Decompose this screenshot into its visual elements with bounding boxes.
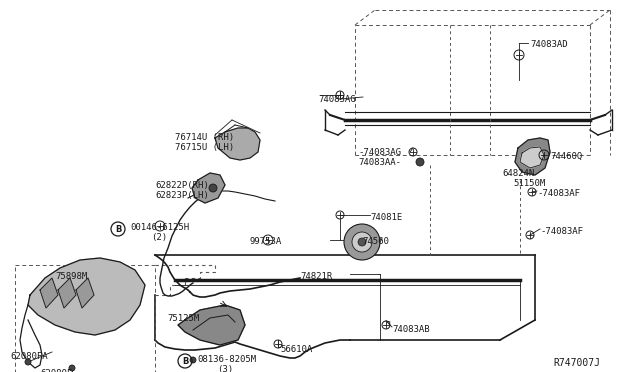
Text: 62823P(LH): 62823P(LH) bbox=[155, 191, 209, 200]
Circle shape bbox=[416, 158, 424, 166]
Polygon shape bbox=[58, 278, 76, 308]
Text: 74560: 74560 bbox=[362, 237, 389, 246]
Text: 74083AA-: 74083AA- bbox=[358, 158, 401, 167]
Circle shape bbox=[25, 359, 31, 365]
Text: 74083AD: 74083AD bbox=[530, 40, 568, 49]
Text: -74083AF: -74083AF bbox=[540, 227, 583, 236]
Circle shape bbox=[352, 232, 372, 252]
Text: 76715U (LH): 76715U (LH) bbox=[175, 143, 234, 152]
Text: 74460Q: 74460Q bbox=[550, 152, 582, 161]
Text: (3): (3) bbox=[217, 365, 233, 372]
Text: 51150M: 51150M bbox=[513, 179, 545, 188]
Text: -74083AG: -74083AG bbox=[358, 148, 401, 157]
Text: 75898M: 75898M bbox=[55, 272, 87, 281]
Text: 74083AG: 74083AG bbox=[318, 95, 356, 104]
Text: -74083AF: -74083AF bbox=[537, 189, 580, 198]
Text: 00146-6125H: 00146-6125H bbox=[130, 223, 189, 232]
Circle shape bbox=[358, 238, 366, 246]
Text: B: B bbox=[182, 356, 188, 366]
Text: 64824N: 64824N bbox=[502, 169, 534, 178]
Polygon shape bbox=[192, 173, 225, 203]
Text: 62080F: 62080F bbox=[40, 369, 72, 372]
Text: 62080FA: 62080FA bbox=[10, 352, 47, 361]
Text: 56610A: 56610A bbox=[280, 345, 312, 354]
Text: (2): (2) bbox=[151, 233, 167, 242]
Polygon shape bbox=[215, 128, 260, 160]
Text: R747007J: R747007J bbox=[553, 358, 600, 368]
Circle shape bbox=[209, 184, 217, 192]
Polygon shape bbox=[40, 278, 58, 308]
Text: 74083AB: 74083AB bbox=[392, 325, 429, 334]
Text: 74081E: 74081E bbox=[370, 213, 403, 222]
Text: 76714U (RH): 76714U (RH) bbox=[175, 133, 234, 142]
Text: 75125M: 75125M bbox=[167, 314, 199, 323]
Text: 08136-8205M: 08136-8205M bbox=[197, 355, 256, 364]
Text: 99753A: 99753A bbox=[250, 237, 282, 246]
Circle shape bbox=[344, 224, 380, 260]
Text: B: B bbox=[115, 224, 121, 234]
Polygon shape bbox=[515, 138, 550, 175]
Text: 74821R: 74821R bbox=[300, 272, 332, 281]
Polygon shape bbox=[28, 258, 145, 335]
Circle shape bbox=[69, 365, 75, 371]
Text: 62822P(RH): 62822P(RH) bbox=[155, 181, 209, 190]
Polygon shape bbox=[178, 305, 245, 345]
Polygon shape bbox=[76, 278, 94, 308]
Circle shape bbox=[190, 357, 196, 363]
Polygon shape bbox=[520, 147, 544, 168]
